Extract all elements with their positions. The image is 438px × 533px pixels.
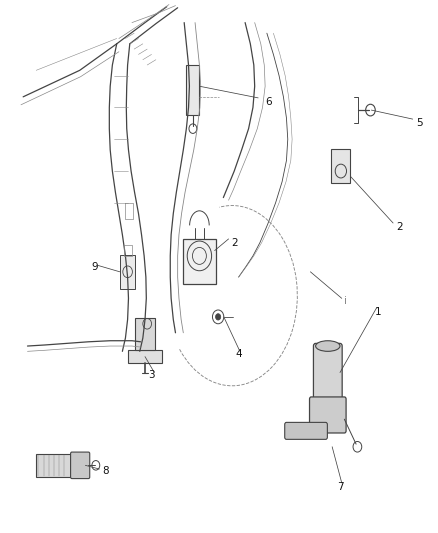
Text: 2: 2 (231, 238, 237, 248)
Text: 6: 6 (266, 97, 272, 107)
Bar (186, 65, 199, 115)
Text: 7: 7 (338, 481, 344, 491)
Circle shape (215, 314, 221, 320)
Text: 4: 4 (235, 349, 242, 359)
Bar (120, 255, 135, 289)
Bar (127, 350, 162, 363)
Text: i: i (344, 296, 347, 306)
FancyBboxPatch shape (314, 343, 342, 402)
FancyBboxPatch shape (183, 239, 216, 284)
Text: 9: 9 (92, 262, 98, 271)
FancyBboxPatch shape (71, 452, 90, 479)
Text: 2: 2 (396, 222, 403, 232)
Bar (331, 149, 350, 183)
Bar (36, 454, 72, 477)
Ellipse shape (316, 341, 340, 351)
Text: 5: 5 (416, 118, 423, 128)
Text: 3: 3 (148, 370, 155, 380)
FancyBboxPatch shape (285, 422, 327, 439)
Bar (135, 318, 155, 350)
Text: 8: 8 (102, 466, 109, 475)
Text: 1: 1 (374, 306, 381, 317)
FancyBboxPatch shape (310, 397, 346, 433)
